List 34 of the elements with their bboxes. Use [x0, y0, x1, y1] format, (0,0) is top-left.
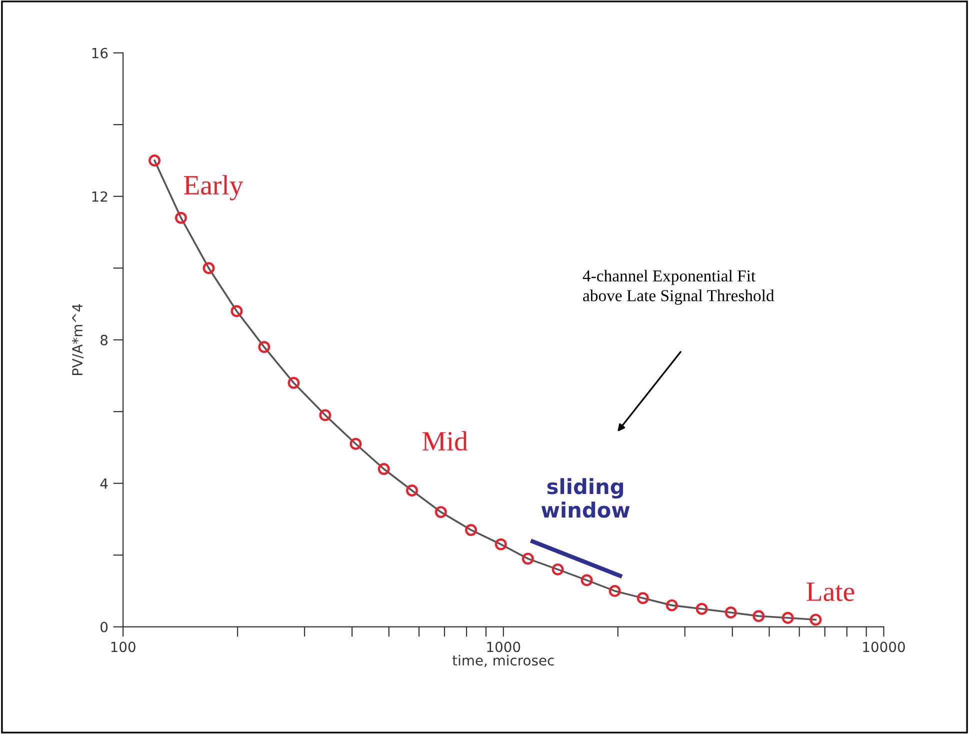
point [724, 606, 737, 618]
point [636, 592, 649, 604]
point [465, 524, 477, 536]
point [406, 484, 418, 496]
x-tick-label: 1000 [487, 642, 520, 652]
point [175, 212, 187, 224]
y-tick-label: 4 [100, 478, 108, 489]
point [696, 602, 708, 615]
point [580, 574, 593, 586]
point [378, 463, 390, 475]
annotation: Early [184, 175, 244, 200]
point [522, 552, 534, 565]
y-axis-title: PV/A*m^4 [72, 304, 84, 375]
x-axis-title: time, microsec [452, 654, 554, 668]
point [434, 506, 447, 518]
point [782, 612, 794, 624]
y-tick-label: 12 [92, 191, 108, 202]
point [350, 438, 362, 450]
point [752, 610, 765, 622]
point [319, 409, 332, 422]
x-tick-label: 100 [111, 642, 136, 652]
y-tick-label: 8 [100, 334, 108, 346]
y-tick-label: 0 [100, 622, 108, 632]
annotation: Mid [422, 431, 468, 451]
annotation: Late [806, 582, 854, 602]
point [666, 599, 678, 612]
x-tick-label: 10000 [863, 642, 905, 652]
point [608, 584, 621, 597]
annotation: 4-channel Exponential Fit above Late Signal Threshold [582, 270, 774, 305]
point [552, 563, 564, 576]
point [202, 262, 215, 274]
y-tick-label: 16 [92, 48, 108, 58]
point [810, 614, 822, 626]
annotation: sliding window [541, 478, 630, 518]
